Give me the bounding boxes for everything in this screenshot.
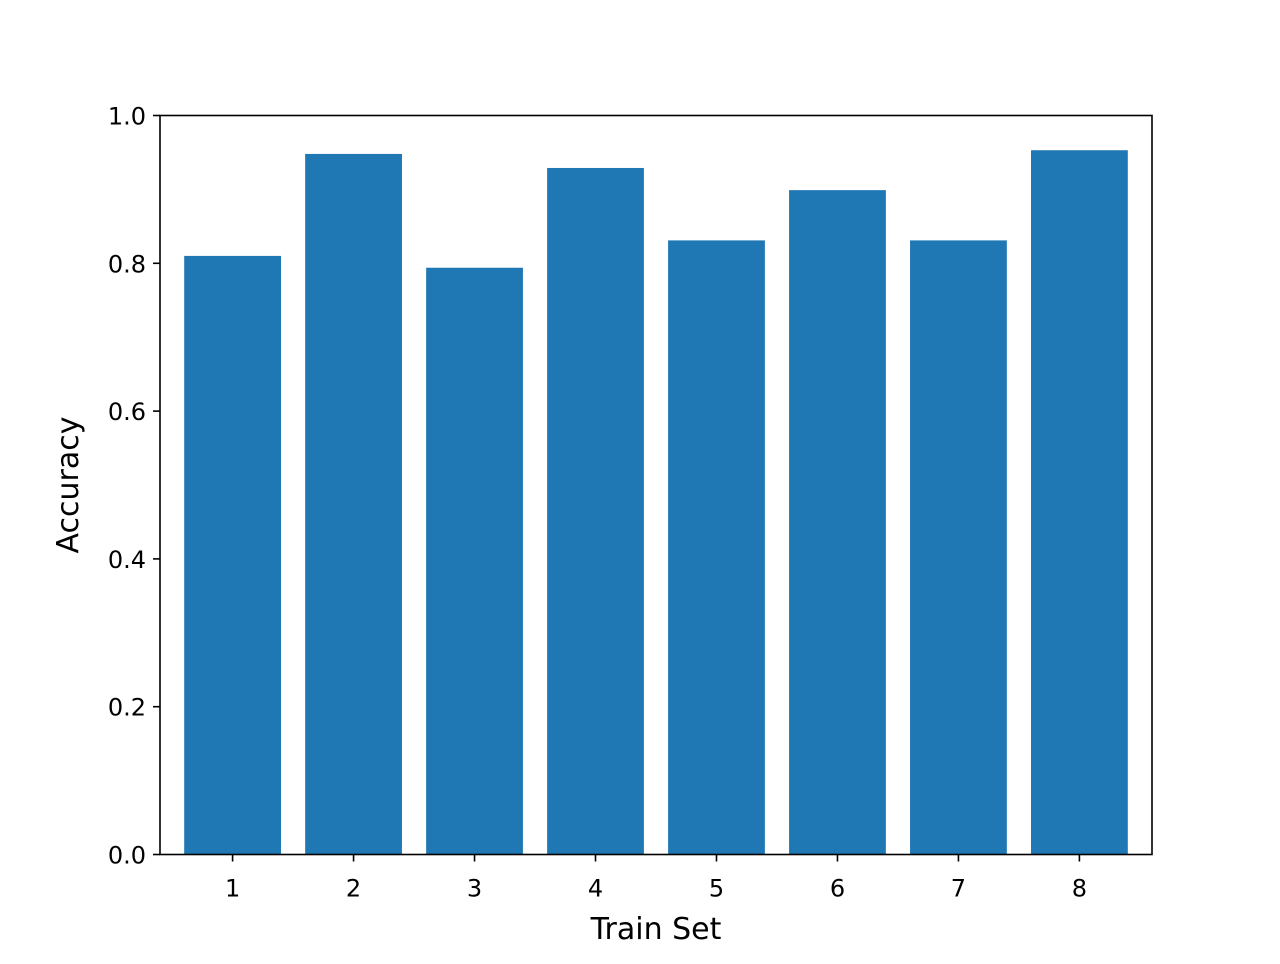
- bar-train-set-2: [305, 153, 402, 855]
- x-axis: 1 2 3 4 5 6 7 8: [225, 854, 1087, 903]
- x-tick-label: 1: [225, 875, 240, 903]
- x-tick-label: 6: [830, 875, 845, 903]
- bar-train-set-8: [1031, 150, 1128, 855]
- y-tick-label: 0.2: [108, 694, 146, 722]
- y-axis: 0.0 0.2 0.4 0.6 0.8 1.0: [108, 103, 160, 870]
- x-tick-label: 4: [588, 875, 603, 903]
- bars-layer: [184, 150, 1128, 855]
- y-tick-label: 0.4: [108, 546, 146, 574]
- bar-train-set-6: [789, 190, 886, 855]
- y-tick-label: 0.8: [108, 250, 146, 278]
- bar-train-set-1: [184, 255, 281, 855]
- plot-area-frame: [159, 114, 1153, 856]
- x-tick-label: 7: [951, 875, 966, 903]
- y-tick-label: 0.6: [108, 398, 146, 426]
- bar-train-set-4: [547, 167, 644, 855]
- y-tick-label: 0.0: [108, 842, 146, 870]
- y-tick-label: 1.0: [108, 103, 146, 131]
- x-tick-label: 2: [346, 875, 361, 903]
- x-tick-label: 8: [1072, 875, 1087, 903]
- x-tick-label: 3: [467, 875, 482, 903]
- y-axis-label: Accuracy: [51, 417, 86, 554]
- x-tick-label: 5: [709, 875, 724, 903]
- x-axis-label: Train Set: [590, 912, 722, 947]
- bar-train-set-5: [668, 240, 765, 855]
- bar-train-set-7: [910, 240, 1007, 855]
- bar-train-set-3: [426, 267, 523, 855]
